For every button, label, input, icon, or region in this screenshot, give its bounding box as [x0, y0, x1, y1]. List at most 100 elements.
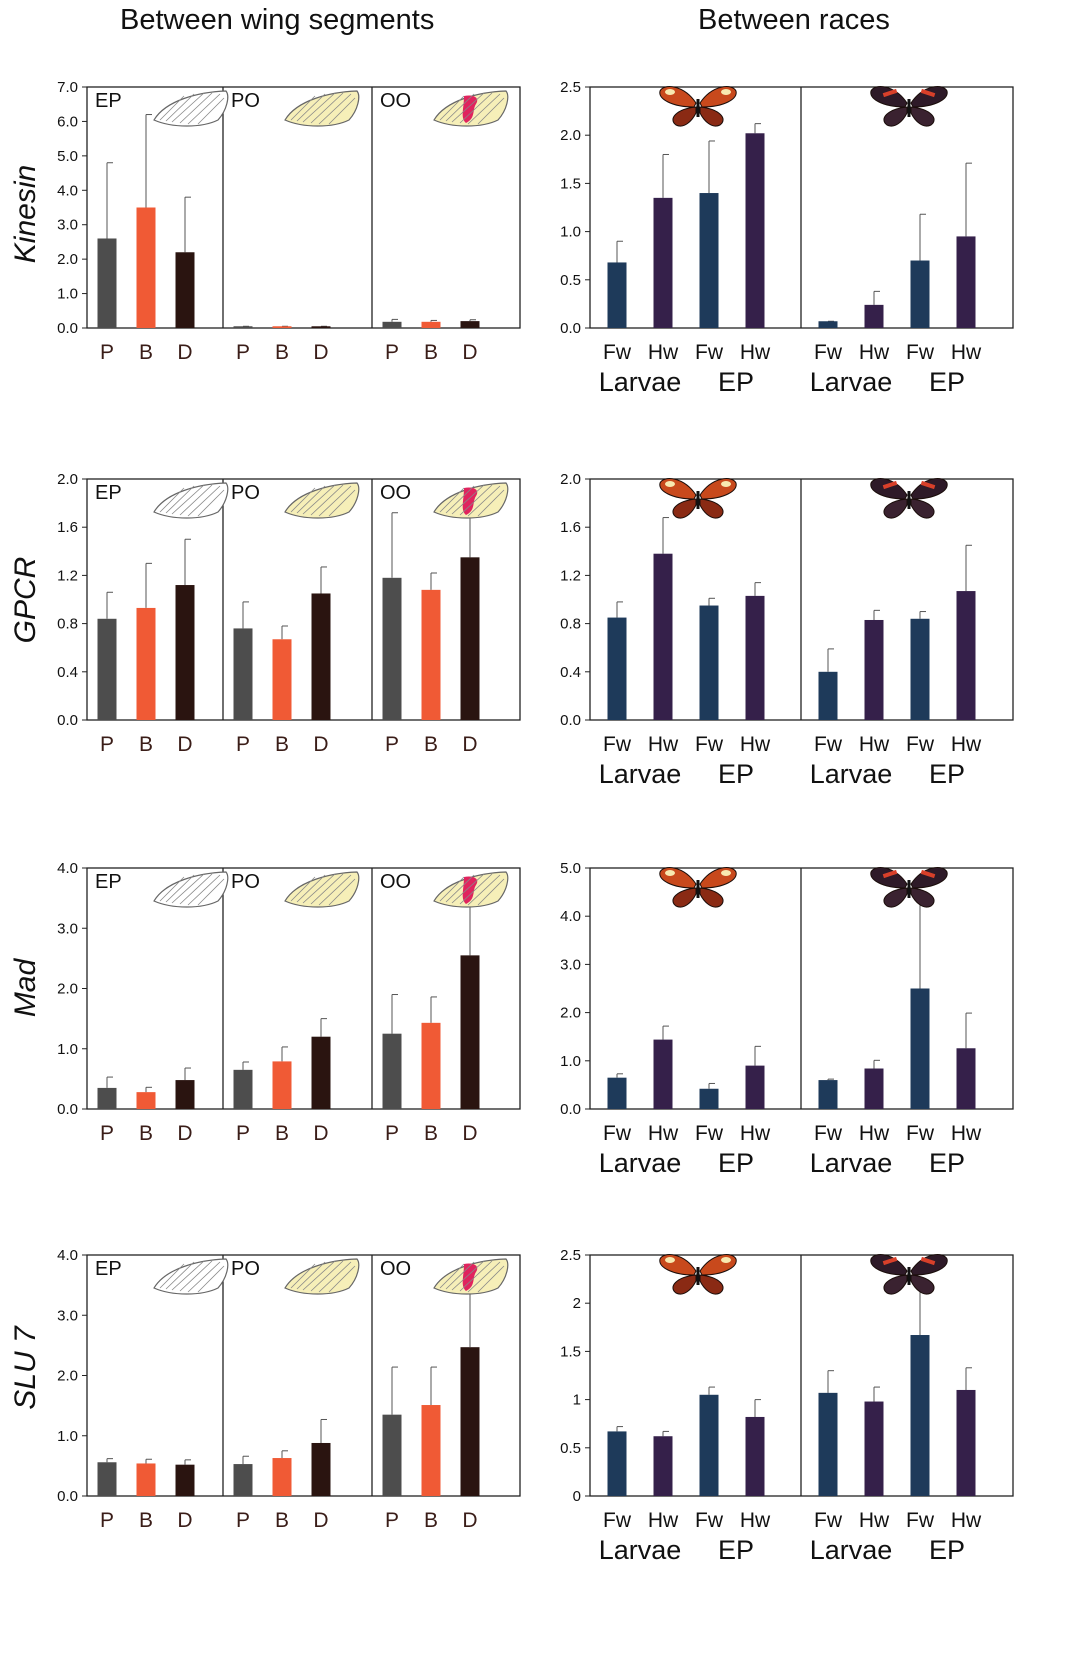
wing-vein: [310, 1260, 344, 1292]
wing-band: [882, 869, 898, 879]
bar-race2-fw-larvae: [818, 1392, 838, 1496]
group-label-larvae: Larvae: [599, 1148, 682, 1178]
hindwing-right: [699, 106, 724, 127]
forewing-left: [870, 86, 908, 108]
wing-spot: [721, 89, 731, 95]
x-tick-label: Fw: [603, 341, 632, 364]
y-tick-label: 2.0: [560, 127, 581, 144]
bar-race2-fw-larvae: [818, 671, 838, 720]
wing-band: [920, 869, 936, 879]
x-tick-label: Hw: [740, 341, 771, 364]
wing-outline: [153, 90, 229, 127]
bar-po-d: [311, 1442, 331, 1496]
forewing-right: [699, 478, 737, 500]
x-tick-label: Hw: [648, 1509, 679, 1532]
wing-vein: [290, 1263, 316, 1289]
bar-race2-fw-larvae: [818, 1080, 838, 1109]
body: [907, 1267, 911, 1285]
x-tick-label: B: [424, 733, 438, 756]
wing-vein: [296, 485, 326, 514]
x-tick-label: D: [462, 341, 477, 364]
bar-po-p: [233, 1464, 253, 1496]
wing-vein: [296, 93, 326, 122]
wing-outline: [153, 482, 229, 519]
x-tick-label: B: [424, 1509, 438, 1532]
wing-vein: [328, 878, 356, 906]
bar-race2-hw-ep: [956, 1048, 976, 1109]
white-wing-icon: [153, 871, 229, 908]
x-tick-label: P: [236, 733, 250, 756]
wing-vein: [477, 1265, 505, 1293]
y-tick-label: 0.0: [57, 1101, 78, 1118]
y-tick-label: 0.5: [560, 272, 581, 289]
bar-oo-b: [421, 1022, 441, 1109]
bar-race2-hw-larvae: [864, 619, 884, 720]
x-tick-label: D: [462, 733, 477, 756]
wing-vein: [318, 485, 352, 517]
bar-ep-b: [136, 207, 156, 328]
panel-label-po: PO: [231, 482, 260, 504]
wing-vein: [318, 93, 352, 125]
red-band-wing-icon: [433, 482, 509, 519]
white-wing-icon: [153, 1258, 229, 1295]
y-tick-label: 1.2: [560, 567, 581, 584]
wing-vein: [296, 1261, 326, 1290]
butterfly-race-1-icon: [659, 478, 737, 519]
wing-vein: [328, 489, 356, 517]
x-tick-label: Hw: [859, 733, 890, 756]
bar-race2-hw-larvae: [864, 304, 884, 328]
wing-vein: [179, 1260, 213, 1292]
group-label-ep: EP: [718, 759, 754, 789]
x-tick-label: B: [139, 341, 153, 364]
y-tick-label: 4.0: [57, 1247, 78, 1264]
y-tick-label: 1.0: [57, 286, 78, 303]
hindwing-right: [699, 887, 724, 908]
butterfly-race-1-icon: [659, 1254, 737, 1295]
x-tick-label: Hw: [740, 1122, 771, 1145]
y-tick-label: 6.0: [57, 113, 78, 130]
wing-spot: [665, 89, 675, 95]
wing-vein: [310, 484, 344, 516]
wing-band: [920, 1256, 936, 1266]
y-tick-label: 1.6: [560, 519, 581, 536]
y-tick-label: 0.0: [57, 1488, 78, 1505]
x-tick-label: Hw: [859, 341, 890, 364]
y-tick-label: 4.0: [560, 908, 581, 925]
hindwing-left: [672, 498, 697, 519]
x-tick-label: D: [177, 341, 192, 364]
y-tick-label: 4.0: [57, 860, 78, 877]
x-tick-label: D: [313, 341, 328, 364]
bar-ep-d: [175, 1464, 195, 1496]
x-tick-label: B: [275, 1122, 289, 1145]
forewing-left: [659, 86, 697, 108]
y-tick-label: 2.5: [560, 1247, 581, 1264]
y-tick-label: 0.8: [57, 616, 78, 633]
x-tick-label: D: [313, 1509, 328, 1532]
y-tick-label: 1.6: [57, 519, 78, 536]
y-tick-label: 2.0: [560, 1005, 581, 1022]
x-tick-label: P: [236, 341, 250, 364]
bar-race2-fw-ep: [910, 618, 930, 720]
wing-vein: [179, 92, 213, 124]
hindwing-left: [883, 498, 908, 519]
wing-vein: [290, 95, 316, 121]
y-tick-label: 3.0: [57, 1307, 78, 1324]
hindwing-left: [672, 106, 697, 127]
wing-spot: [721, 481, 731, 487]
hindwing-left: [883, 887, 908, 908]
chart-slu7-races: 0 0.5 1 1.5 2 2.5 Fw Hw Fw Hw Larvae EP Fw Hw Fw Hw Larv…: [560, 1247, 1014, 1565]
bar-race1-fw-larvae: [607, 1077, 627, 1109]
butterfly-race-2-icon: [870, 86, 948, 127]
bar-race1-fw-ep: [699, 605, 719, 720]
x-tick-label: Hw: [740, 1509, 771, 1532]
forewing-right: [699, 86, 737, 108]
x-tick-label: Fw: [603, 1122, 632, 1145]
x-tick-label: P: [385, 341, 399, 364]
y-tick-label: 2.5: [560, 79, 581, 96]
x-tick-label: Fw: [814, 733, 843, 756]
x-tick-label: Hw: [740, 733, 771, 756]
wing-vein: [328, 1265, 356, 1293]
group-label-ep: EP: [929, 1148, 965, 1178]
bar-ep-d: [175, 585, 195, 720]
bar-po-b: [272, 1458, 292, 1496]
